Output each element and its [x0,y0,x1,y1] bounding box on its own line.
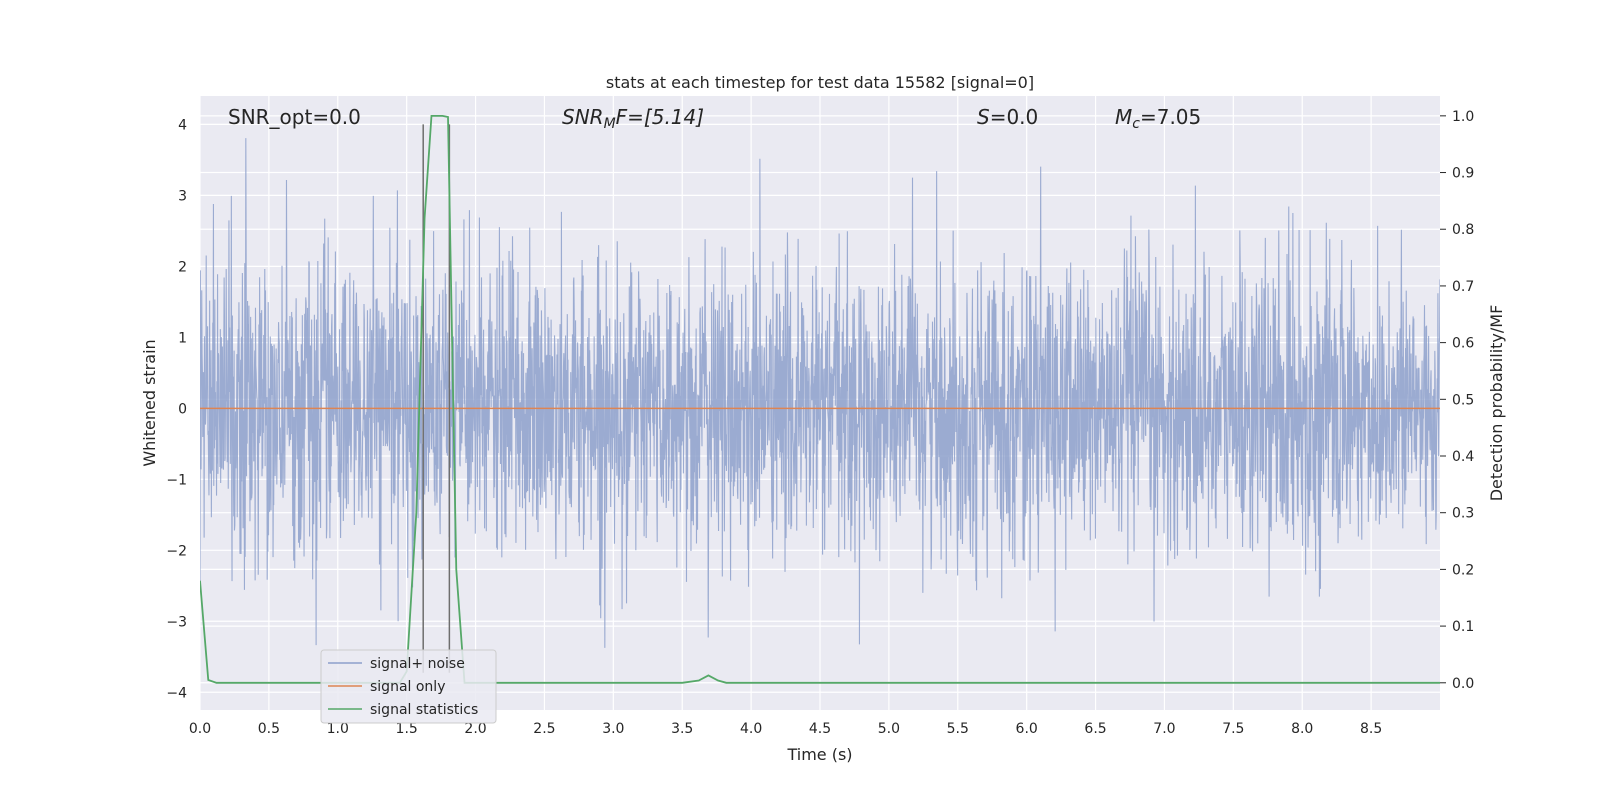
annotation-snr-opt: SNR_opt=0.0 [228,105,361,129]
y-tick-label: −4 [166,685,187,701]
series-signal-noise [200,138,1440,648]
x-tick-label: 3.5 [671,721,693,737]
y-tick-label: 4 [178,117,187,133]
y2-tick-label: 0.0 [1452,676,1474,692]
y-tick-label: −2 [166,543,187,559]
x-tick-label: 1.0 [327,721,349,737]
x-tick-label: 5.0 [878,721,900,737]
y2-tick-label: 1.0 [1452,109,1474,125]
x-tick-label: 4.5 [809,721,831,737]
legend: signal+ noise signal only signal statist… [320,649,497,724]
y-axis-title: Whitened strain [140,339,159,466]
legend-label-signal-only: signal only [370,679,445,695]
annotation-s: S=0.0 [977,105,1038,129]
annotation-mc: Mc=7.05 [1115,105,1201,132]
annotation-snr-mf-sub: M [604,116,616,132]
annotation-snr-mf-main: SNR [562,105,604,129]
y2-tick-label: 0.4 [1452,449,1474,465]
y-tick-label: −1 [166,472,187,488]
y2-axis-title: Detection probability/MF [1487,305,1506,502]
annotation-snr-mf-rest: F=[5.14] [616,105,704,129]
x-tick-label: 6.0 [1016,721,1038,737]
annotation-mc-main: M [1115,105,1132,129]
y2-tick-label: 0.7 [1452,279,1474,295]
legend-label-signal-noise: signal+ noise [370,656,465,672]
x-tick-label: 8.5 [1360,721,1382,737]
y2-tick-label: 0.3 [1452,506,1474,522]
x-tick-label: 2.5 [533,721,555,737]
y2-tick-label: 0.2 [1452,562,1474,578]
x-tick-label: 4.0 [740,721,762,737]
y-tick-label: 0 [178,401,187,417]
y-axis-left: −4 −3 −2 −1 0 1 2 3 4 [166,117,187,701]
y-axis-right: 0.0 0.1 0.2 0.3 0.4 0.5 0.6 0.7 0.8 0.9 1.0 [1440,109,1474,692]
x-tick-label: 3.0 [602,721,624,737]
x-tick-label: 7.0 [1153,721,1175,737]
annotation-s-rest: =0.0 [990,105,1039,129]
x-tick-label: 7.5 [1222,721,1244,737]
legend-box [320,649,497,724]
y-tick-label: 1 [178,330,187,346]
x-tick-label: 8.0 [1291,721,1313,737]
x-axis-title: Time (s) [786,745,852,764]
y2-tick-label: 0.5 [1452,392,1474,408]
series-line-signal-noise [200,138,1440,648]
x-tick-label: 0.5 [258,721,280,737]
annotation-s-main: S [977,105,990,129]
y2-tick-label: 0.8 [1452,222,1474,238]
x-tick-label: 5.5 [947,721,969,737]
x-tick-label: 6.5 [1084,721,1106,737]
x-tick-label: 0.0 [189,721,211,737]
annotation-mc-rest: =7.05 [1140,105,1201,129]
annotation-snr-mf: SNRMF=[5.14] [562,105,704,132]
annotation-mc-sub: c [1132,116,1140,132]
x-tick-label: 1.5 [396,721,418,737]
x-tick-label: 2.0 [464,721,486,737]
y-tick-label: 3 [178,188,187,204]
y-tick-label: 2 [178,259,187,275]
y2-tick-label: 0.9 [1452,166,1474,182]
x-axis: 0.0 0.5 1.0 1.5 2.0 2.5 3.0 3.5 4.0 4.5 5.0 5.5 6.0 6… [189,721,1382,737]
y2-tick-label: 0.6 [1452,336,1474,352]
y-tick-label: −3 [166,614,187,630]
chart-title: stats at each timestep for test data 155… [606,73,1034,92]
legend-label-signal-statistics: signal statistics [370,702,478,718]
y2-tick-label: 0.1 [1452,619,1474,635]
